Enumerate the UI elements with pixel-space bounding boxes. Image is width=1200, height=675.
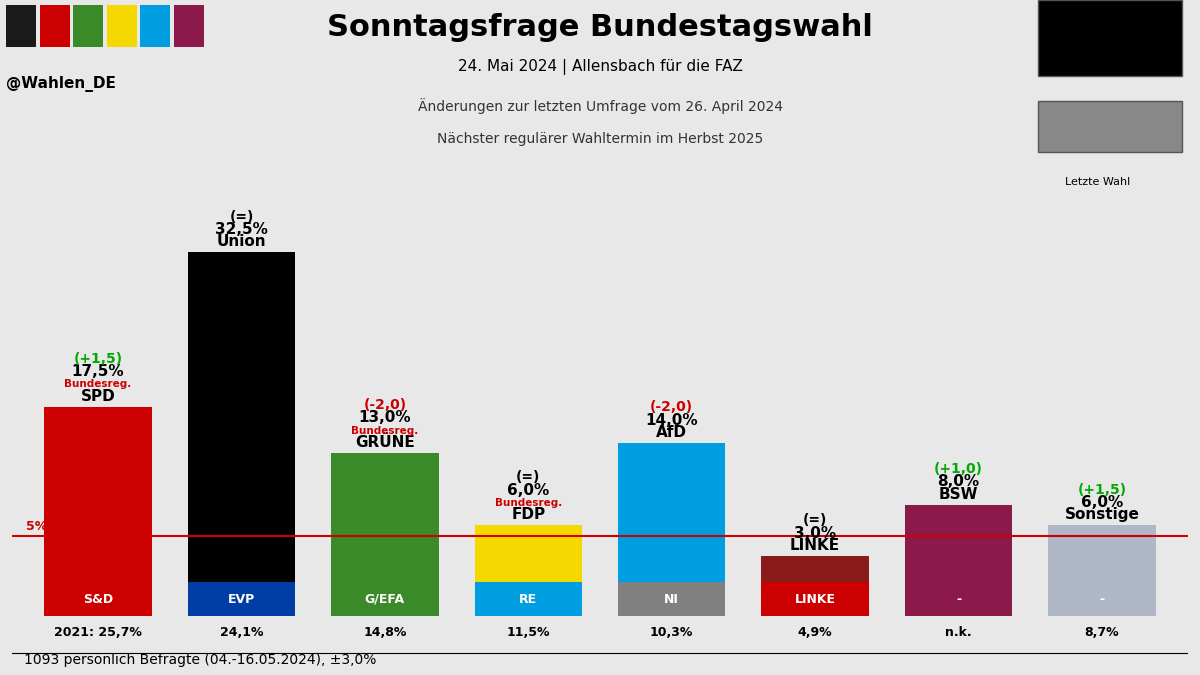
FancyBboxPatch shape [331, 583, 439, 616]
Text: n.k.: n.k. [946, 626, 972, 639]
Text: 13,0%: 13,0% [359, 410, 412, 425]
FancyBboxPatch shape [474, 583, 582, 616]
Text: GRÜNE: GRÜNE [355, 435, 415, 450]
Bar [474, 525, 582, 587]
Text: Bundesreg.: Bundesreg. [352, 426, 419, 436]
Text: EP-Fraktion: EP-Fraktion [1067, 101, 1129, 111]
Text: 3,0%: 3,0% [794, 526, 836, 541]
Text: Bundesreg.: Bundesreg. [65, 379, 132, 389]
Text: 10,3%: 10,3% [650, 626, 694, 639]
FancyBboxPatch shape [761, 583, 869, 616]
Text: 17,5%: 17,5% [72, 364, 125, 379]
Text: (+1,5): (+1,5) [1078, 483, 1127, 497]
Text: (=): (=) [229, 209, 253, 223]
FancyBboxPatch shape [618, 583, 726, 616]
Text: Umfragewert: Umfragewert [1061, 0, 1135, 1]
FancyBboxPatch shape [187, 583, 295, 616]
Text: G/EFA: G/EFA [365, 593, 404, 605]
Text: 6,0%: 6,0% [508, 483, 550, 497]
Bar [187, 252, 295, 587]
Text: 11,5%: 11,5% [506, 626, 550, 639]
Text: Letzte Wahl: Letzte Wahl [1066, 178, 1130, 187]
Text: EVP: EVP [228, 593, 256, 605]
Text: (=): (=) [803, 514, 827, 527]
Text: LINKE: LINKE [794, 593, 835, 605]
FancyBboxPatch shape [6, 5, 36, 47]
Text: -: - [956, 593, 961, 605]
Text: RE: RE [520, 593, 538, 605]
Text: -: - [1099, 593, 1104, 605]
Bar [761, 556, 869, 587]
Text: Nächster regulärer Wahltermin im Herbst 2025: Nächster regulärer Wahltermin im Herbst … [437, 132, 763, 146]
FancyBboxPatch shape [107, 5, 137, 47]
Bar [1048, 525, 1156, 587]
Text: Sonntagsfrage Bundestagswahl: Sonntagsfrage Bundestagswahl [328, 14, 872, 43]
FancyBboxPatch shape [1038, 0, 1182, 76]
Text: 8,7%: 8,7% [1085, 626, 1120, 639]
Text: 6,0%: 6,0% [1081, 495, 1123, 510]
Text: AfD: AfD [656, 425, 688, 440]
Text: 8,0%: 8,0% [937, 475, 979, 489]
Text: 2021: 25,7%: 2021: 25,7% [54, 626, 142, 639]
FancyBboxPatch shape [44, 583, 152, 616]
Text: 14,8%: 14,8% [364, 626, 407, 639]
Text: FDP: FDP [511, 508, 545, 522]
Text: 5%: 5% [26, 520, 48, 533]
Text: Bundesreg.: Bundesreg. [494, 498, 562, 508]
Text: 14,0%: 14,0% [646, 412, 698, 427]
Text: 32,5%: 32,5% [215, 222, 268, 237]
Text: Union: Union [217, 234, 266, 249]
Text: 24,1%: 24,1% [220, 626, 263, 639]
Text: BSW: BSW [938, 487, 978, 502]
Text: Sonstige: Sonstige [1064, 508, 1139, 522]
FancyBboxPatch shape [174, 5, 204, 47]
Text: 1093 persönlich Befragte (04.-16.05.2024), ±3,0%: 1093 persönlich Befragte (04.-16.05.2024… [24, 653, 376, 668]
Text: 4,9%: 4,9% [798, 626, 833, 639]
Bar [44, 407, 152, 587]
Text: (-2,0): (-2,0) [650, 400, 694, 414]
Text: 24. Mai 2024 | Allensbach für die FAZ: 24. Mai 2024 | Allensbach für die FAZ [457, 59, 743, 75]
FancyBboxPatch shape [1048, 583, 1156, 616]
FancyBboxPatch shape [140, 5, 170, 47]
FancyBboxPatch shape [40, 5, 70, 47]
Text: (=): (=) [516, 470, 540, 484]
Text: SPD: SPD [80, 389, 115, 404]
Text: (-2,0): (-2,0) [364, 398, 407, 412]
Bar [618, 443, 726, 587]
FancyBboxPatch shape [1038, 101, 1182, 152]
FancyBboxPatch shape [905, 583, 1013, 616]
Text: NI: NI [665, 593, 679, 605]
Text: @Wahlen_DE: @Wahlen_DE [6, 76, 116, 92]
Text: S&D: S&D [83, 593, 113, 605]
Text: Änderungen zur letzten Umfrage vom 26. April 2024: Änderungen zur letzten Umfrage vom 26. A… [418, 98, 782, 114]
Bar [331, 454, 439, 587]
Bar [905, 505, 1013, 587]
FancyBboxPatch shape [73, 5, 103, 47]
Text: LINKE: LINKE [790, 538, 840, 554]
Text: (+1,5): (+1,5) [73, 352, 122, 366]
Text: (+1,0): (+1,0) [934, 462, 983, 476]
